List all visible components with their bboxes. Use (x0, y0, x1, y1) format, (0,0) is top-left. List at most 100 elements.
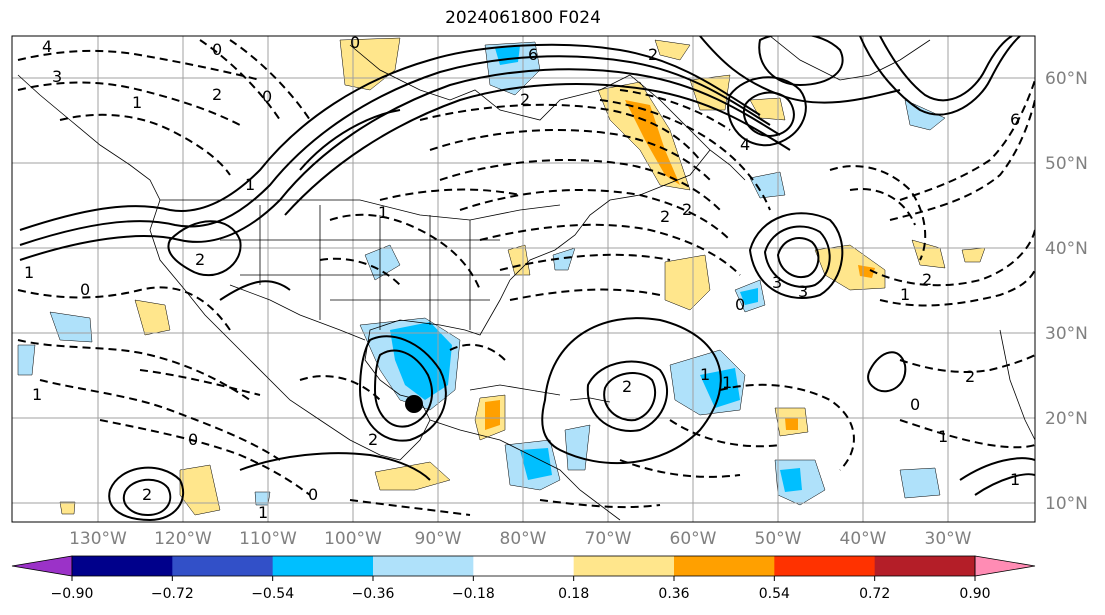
lat-label: 50°N (1045, 154, 1088, 174)
contour-line (599, 99, 771, 211)
contour-label: 0 (80, 280, 90, 299)
contour-label: 1 (700, 365, 710, 384)
contour-label: 2 (142, 485, 152, 504)
colorbar: −0.90 −0.72 −0.54 −0.36 −0.18 0.18 0.36 … (11, 555, 1036, 602)
contour-label: 3 (772, 273, 782, 292)
shade-strong-positive (485, 400, 500, 430)
contour-label: 0 (308, 485, 318, 504)
shade-negative (49, 311, 93, 343)
contour-label: 0 (212, 40, 222, 59)
colorbar-segment (172, 556, 274, 576)
contour-label: 1 (132, 93, 142, 112)
contour-line (329, 213, 481, 291)
colorbar-tick-label: −0.54 (251, 586, 294, 602)
contour-label: 2 (660, 207, 670, 226)
storm-center-marker (405, 395, 423, 413)
contour-line (539, 499, 661, 509)
contour-line (17, 49, 261, 81)
contour-line (122, 478, 172, 517)
colorbar-tick-label: 0.18 (558, 586, 589, 602)
lat-label: 20°N (1045, 409, 1088, 429)
colorbar-tick-label: 0.90 (959, 586, 990, 602)
contour-line (899, 354, 1035, 373)
contour-line (719, 383, 855, 471)
contour-line (849, 188, 916, 226)
longitude-labels: 130°W 120°W 110°W 100°W 90°W 80°W 70°W 6… (69, 529, 972, 549)
border-us-mexico (229, 284, 366, 341)
contour-label: 1 (378, 203, 388, 222)
contour-line (763, 225, 831, 288)
shade-positive (59, 501, 76, 515)
lon-label: 60°W (670, 529, 717, 549)
contour-line (859, 36, 1021, 116)
contour-line (869, 229, 1035, 287)
contours-positive (19, 36, 1035, 522)
shade-negative (552, 247, 576, 271)
contour-label: 1 (245, 175, 255, 194)
colorbar-segment (674, 556, 775, 576)
contour-line (229, 39, 311, 121)
colorbar-segment (373, 556, 474, 576)
colorbar-tick-label: −0.72 (151, 586, 194, 602)
contour-label: 0 (910, 395, 920, 414)
contour-label: 0 (735, 295, 745, 314)
contour-line (17, 81, 241, 126)
coastline-labrador (629, 74, 746, 181)
contour-label: 1 (24, 263, 34, 282)
contour-label: 1 (258, 503, 268, 522)
contour-label: 1 (722, 373, 732, 392)
lon-label: 100°W (324, 529, 382, 549)
contour-line (379, 188, 521, 201)
contour-label: 1 (900, 285, 910, 304)
shade-negative (899, 467, 941, 499)
contour-line (742, 91, 795, 138)
shade-positive (654, 39, 691, 61)
contour-line (727, 76, 807, 147)
contour-line (299, 109, 401, 171)
contour-line (899, 79, 1035, 201)
contour-line (776, 237, 820, 278)
contour-line (603, 372, 657, 422)
lon-label: 40°W (840, 529, 887, 549)
colorbar-segment (774, 556, 876, 576)
latitude-labels: 60°N 50°N 40°N 30°N 20°N 10°N (1045, 69, 1088, 514)
colorbar-tick-labels: −0.90 −0.72 −0.54 −0.36 −0.18 0.18 0.36 … (51, 586, 991, 602)
colorbar-tick-label: −0.36 (352, 586, 395, 602)
contour-label: 2 (195, 250, 205, 269)
lat-label: 30°N (1045, 324, 1088, 344)
colorbar-tick-label: 0.54 (759, 586, 790, 602)
contour-line (867, 351, 907, 393)
contour-line (439, 159, 721, 211)
contour-line (879, 269, 1035, 307)
contour-line (39, 379, 281, 461)
border-us-canada (160, 199, 561, 221)
contour-line (299, 375, 381, 401)
contour-label: 4 (42, 37, 52, 56)
contour-line (373, 349, 433, 428)
shade-negative (390, 322, 452, 400)
contour-line (17, 339, 251, 401)
africa-coast (999, 329, 1035, 441)
contour-line (239, 452, 431, 481)
contour-line (19, 68, 781, 261)
contour-line (959, 457, 1035, 481)
contour-line (974, 473, 1035, 496)
colorbar-segment (573, 556, 675, 576)
contour-label: 2 (520, 90, 530, 109)
contour-line (449, 343, 506, 361)
contour-line (19, 55, 771, 246)
shade-positive (664, 254, 711, 311)
contour-line (19, 43, 761, 231)
contour-line (167, 220, 242, 277)
contour-line (17, 286, 231, 331)
contour-label: 6 (1010, 110, 1020, 129)
shade-negative (520, 448, 552, 480)
contour-line (219, 280, 291, 301)
contour-line (99, 419, 311, 496)
shade-negative (780, 468, 802, 492)
coastline-east (509, 149, 711, 281)
lon-label: 90°W (415, 529, 462, 549)
lat-label: 60°N (1045, 69, 1088, 89)
shade-positive (961, 247, 986, 263)
contour-label: 2 (368, 430, 378, 449)
